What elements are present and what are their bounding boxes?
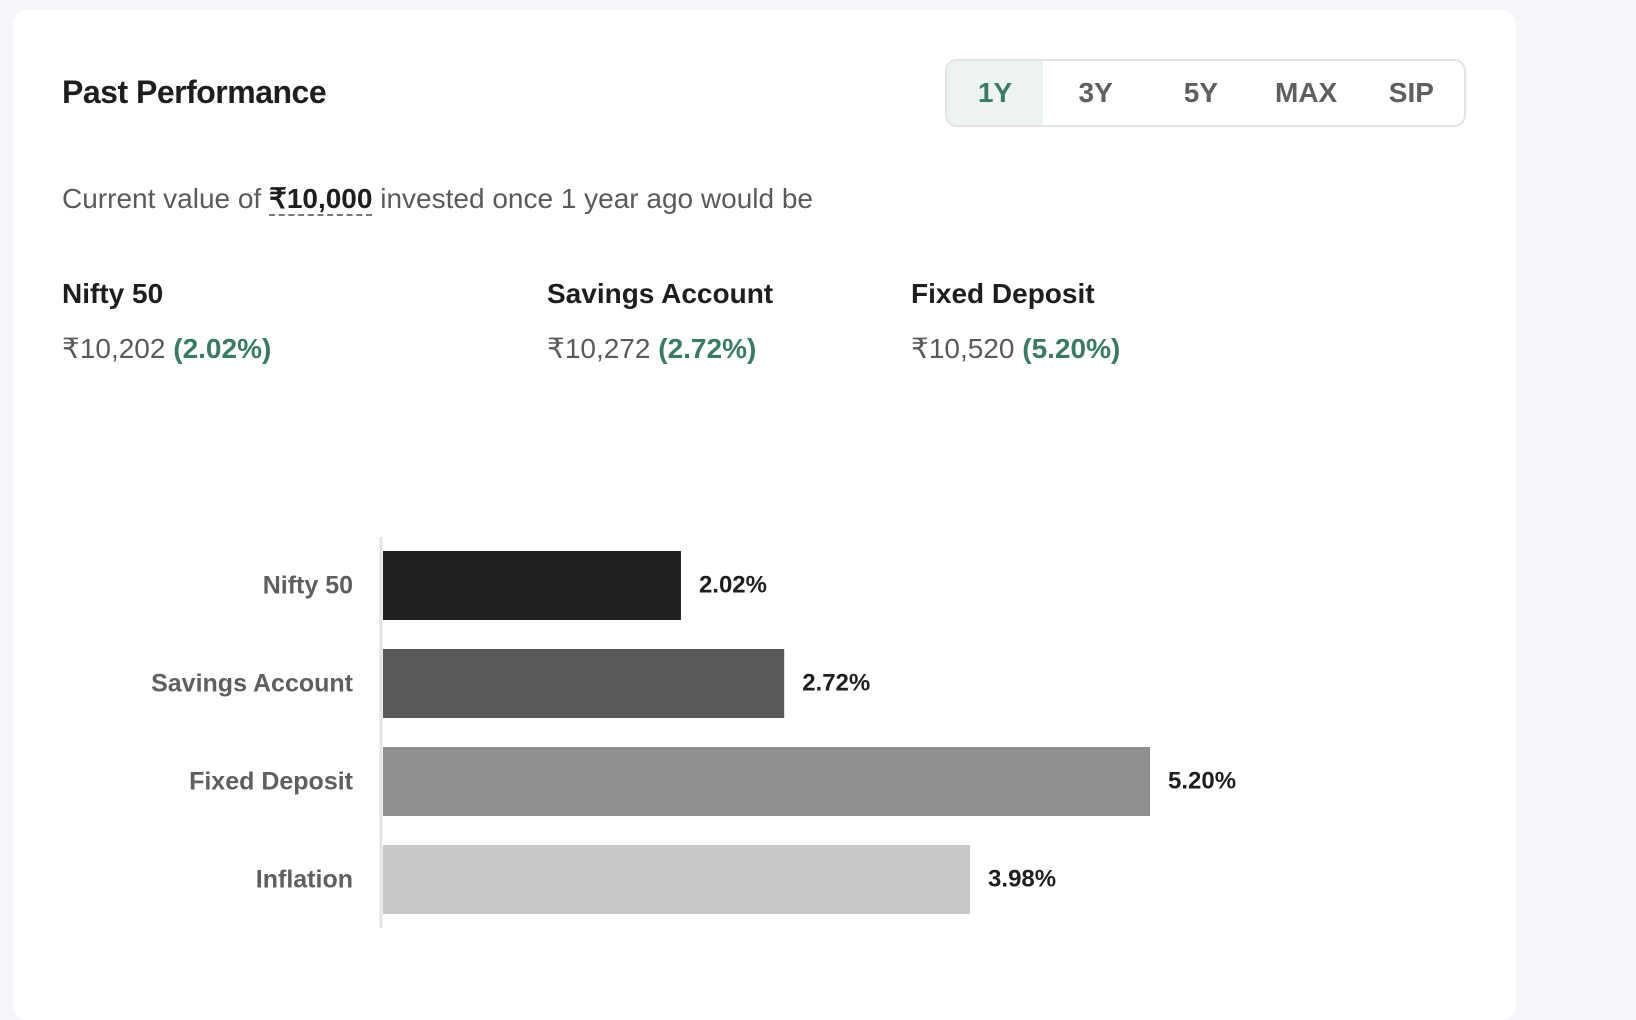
- instrument-savings: Savings Account ₹10,272 (2.72%): [547, 278, 773, 365]
- category-label: Savings Account: [151, 670, 354, 698]
- instrument-value: ₹10,520: [911, 333, 1015, 364]
- tab-sip[interactable]: SIP: [1388, 77, 1434, 108]
- instrument-return: (2.02%): [173, 333, 272, 364]
- instrument-return: (5.20%): [1022, 333, 1121, 364]
- bar-nifty-50: [383, 551, 681, 620]
- tab-1y[interactable]: 1Y: [947, 61, 1043, 125]
- data-label: 2.02%: [699, 572, 767, 599]
- tab-max[interactable]: MAX: [1275, 77, 1338, 108]
- bar-savings-account: [383, 649, 785, 718]
- period-tabs: 1Y 3Y 5Y MAX SIP: [945, 59, 1466, 127]
- summary-suffix: invested once 1 year ago would be: [380, 183, 813, 214]
- investment-amount[interactable]: ₹10,000: [269, 183, 373, 216]
- bar-inflation: [383, 845, 971, 914]
- data-label: 3.98%: [988, 866, 1056, 893]
- category-label: Fixed Deposit: [189, 768, 354, 796]
- category-label: Inflation: [256, 866, 353, 894]
- page-title: Past Performance: [62, 74, 327, 110]
- instrument-label: Savings Account: [547, 278, 774, 309]
- summary-prefix: Current value of: [62, 183, 262, 214]
- instrument-return: (2.72%): [658, 333, 757, 364]
- data-label: 2.72%: [802, 670, 870, 697]
- summary-text: Current value of ₹10,000 invested once 1…: [62, 182, 813, 216]
- instrument-nifty: Nifty 50 ₹10,202 (2.02%): [62, 278, 271, 365]
- instrument-fd: Fixed Deposit ₹10,520 (5.20%): [911, 278, 1120, 365]
- instrument-label: Nifty 50: [62, 278, 164, 309]
- tab-3y[interactable]: 3Y: [1078, 77, 1113, 108]
- instrument-label: Fixed Deposit: [911, 278, 1095, 309]
- instrument-value: ₹10,272: [547, 333, 651, 364]
- category-label: Nifty 50: [263, 572, 353, 600]
- instrument-value: ₹10,202: [62, 333, 166, 364]
- data-label: 5.20%: [1168, 768, 1236, 795]
- bar-fixed-deposit: [383, 747, 1150, 816]
- tab-5y[interactable]: 5Y: [1183, 77, 1218, 108]
